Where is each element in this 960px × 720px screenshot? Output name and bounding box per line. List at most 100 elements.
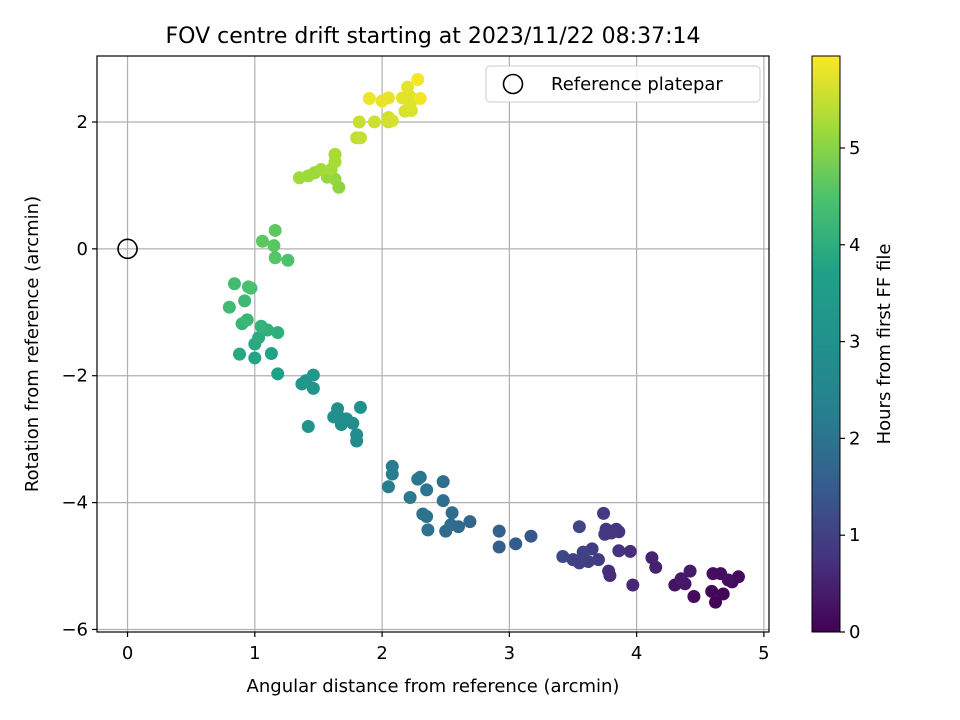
plot-frame [96,55,770,633]
data-point [362,92,376,106]
colorbar-label: Hours from first FF file [874,244,895,445]
legend-box [485,65,761,103]
y-tick-label: 2 [77,112,88,133]
x-tick-label: 4 [631,643,642,664]
data-point [556,550,570,564]
data-point [463,515,477,529]
data-point [709,595,723,609]
data-point [436,494,450,508]
data-point [687,589,701,603]
data-point [612,544,626,558]
data-point [227,277,241,291]
data-point [721,573,735,587]
data-point [598,527,612,541]
data-point [413,92,427,106]
x-tick-label: 5 [758,643,769,664]
data-point [411,472,425,486]
data-point [252,331,266,345]
grid [97,56,769,632]
data-point [301,419,315,433]
x-tick-label: 2 [376,643,387,664]
data-points [222,72,745,609]
data-point [524,529,538,543]
legend-marker [502,73,524,95]
data-point [248,351,262,365]
y-axis-label: Rotation from reference (arcmin) [22,196,43,492]
data-point [328,147,342,161]
data-point [268,251,282,265]
colorbar-tick-label: 0 [849,622,860,643]
data-point [222,300,236,314]
colorbar-ticks: 0 1 2 3 4 5 [840,138,860,643]
data-point [367,115,381,129]
data-point [566,553,580,567]
data-point [509,537,523,551]
data-point [444,518,458,532]
y-tick-label: 0 [77,239,88,260]
x-tick-label: 3 [504,643,515,664]
data-point [597,506,611,520]
data-point [623,544,637,558]
data-point [306,368,320,382]
y-tick-label: −2 [61,366,88,387]
data-point [238,294,252,308]
data-point [576,545,590,559]
data-point [421,523,435,537]
legend-label: Reference platepar [551,74,723,95]
data-point [353,131,367,145]
data-point [645,551,659,565]
data-point [240,313,254,327]
data-point [602,564,616,578]
data-point [403,491,417,505]
y-axis-ticks: −6 −4 −2 0 2 [61,112,97,640]
x-tick-label: 0 [122,643,133,664]
data-point [416,507,430,521]
colorbar-tick-label: 5 [849,138,860,159]
data-point [254,319,268,333]
data-point [255,234,269,248]
data-point [350,428,364,442]
data-point [241,280,255,294]
data-point [352,115,366,129]
data-point [385,114,399,128]
data-point [233,347,247,361]
data-point [591,553,605,567]
data-point [271,326,285,340]
data-point [716,587,730,601]
data-point [314,163,328,177]
data-point [411,72,425,86]
colorbar [811,55,841,633]
data-point [331,402,345,416]
colorbar-tick-label: 4 [849,235,860,256]
colorbar-tick-label: 1 [849,525,860,546]
data-point [420,483,434,497]
data-point [445,506,459,520]
data-point [267,239,281,253]
colorbar-tick-label: 3 [849,332,860,353]
data-point [264,347,278,361]
data-point [401,80,415,94]
y-tick-label: −4 [61,493,88,514]
data-point [706,567,720,581]
data-point [281,253,295,267]
reference-platepar-marker [117,238,138,260]
legend: Reference platepar [485,65,761,103]
data-point [395,91,409,105]
data-point [385,467,399,481]
data-point [492,524,506,538]
colorbar-tick-label: 2 [849,428,860,449]
data-point [674,572,688,586]
data-point [731,570,745,584]
data-point [683,564,697,578]
y-tick-label: −6 [61,619,88,640]
data-point [381,480,395,494]
data-point [492,540,506,554]
data-point [295,377,309,391]
data-point [268,223,282,237]
data-point [626,578,640,592]
data-point [436,475,450,489]
chart-title: FOV centre drift starting at 2023/11/22 … [166,24,701,49]
x-axis-ticks: 0 1 2 3 4 5 [122,632,770,664]
data-point [353,400,367,414]
